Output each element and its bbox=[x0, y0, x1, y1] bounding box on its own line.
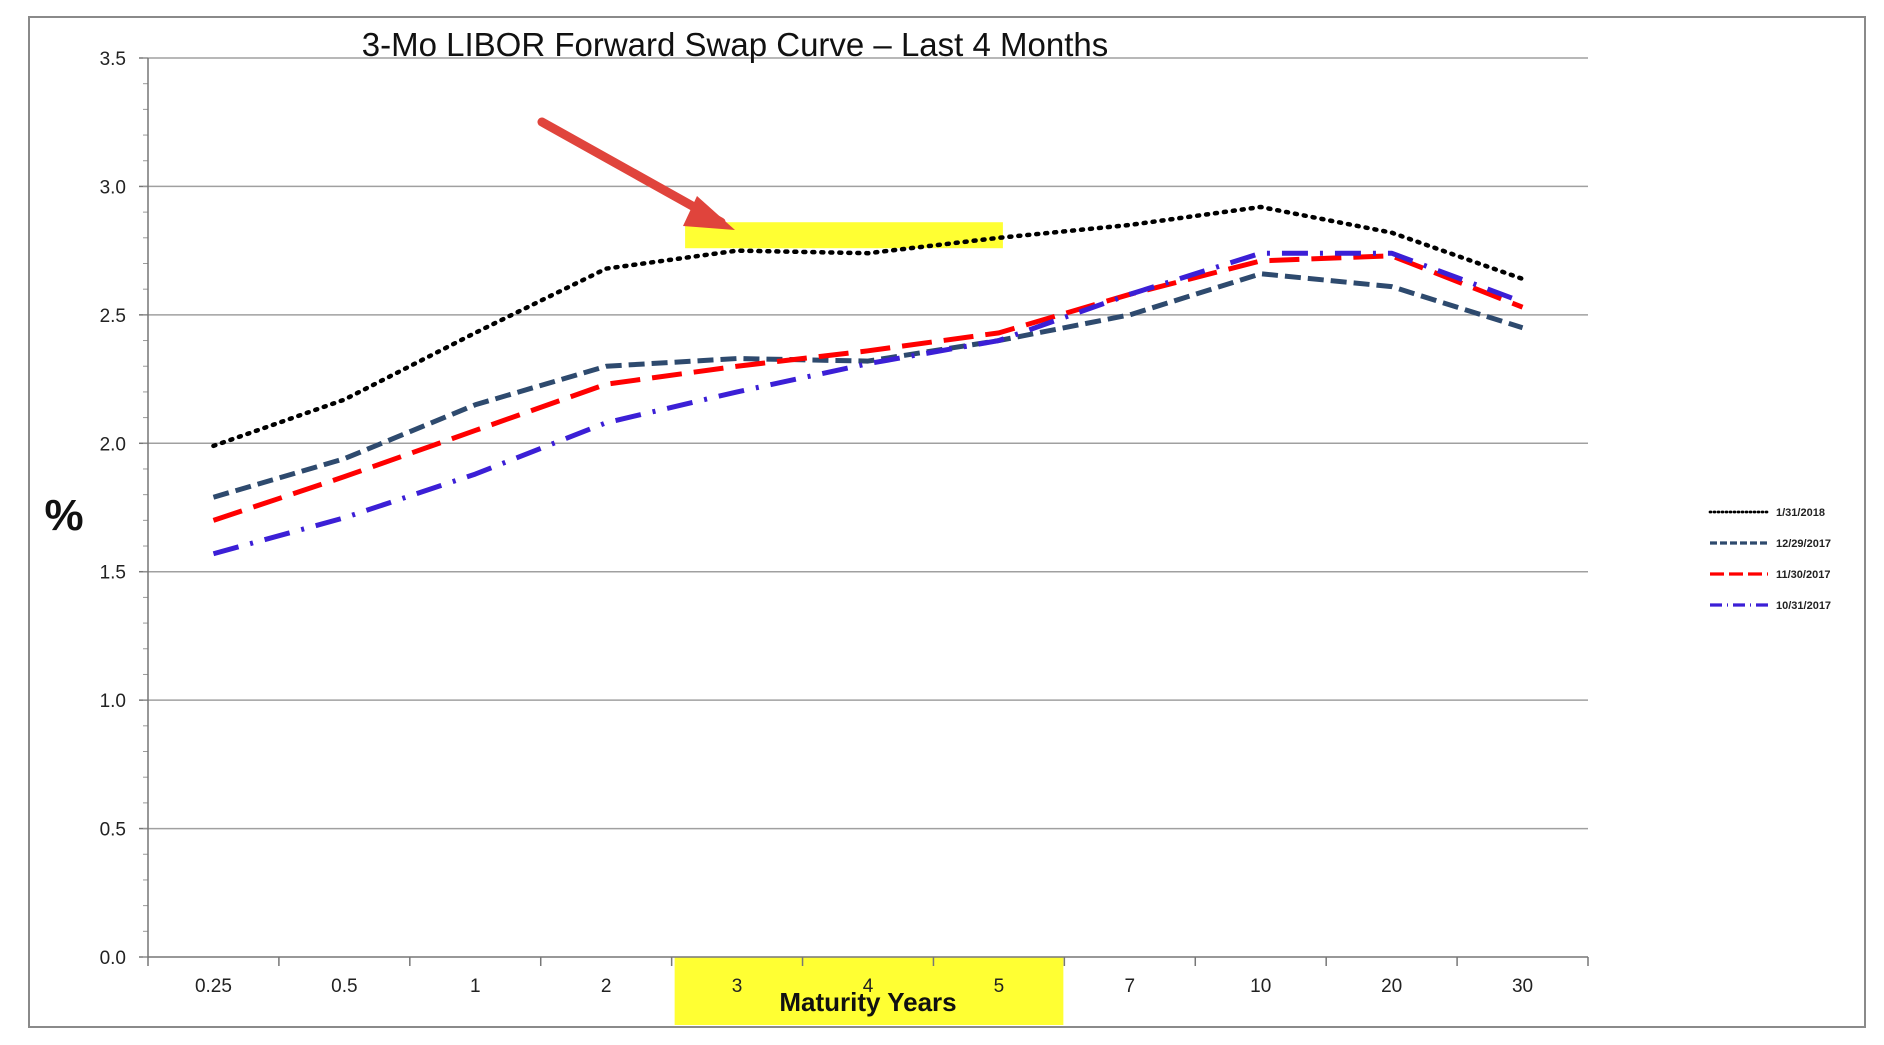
x-tick-label: 30 bbox=[1512, 976, 1533, 997]
y-tick-label: 3.5 bbox=[100, 49, 126, 70]
x-tick-label: 20 bbox=[1381, 976, 1402, 997]
grid-lines bbox=[148, 57, 1588, 830]
x-tick-label: 5 bbox=[994, 976, 1005, 997]
y-tick-label: 1.5 bbox=[100, 563, 126, 584]
annotation-arrow-head bbox=[683, 196, 735, 230]
y-tick-label: 2.5 bbox=[100, 306, 126, 327]
y-tick-label: 2.0 bbox=[100, 434, 126, 455]
x-tick-label: 10 bbox=[1250, 976, 1271, 997]
x-axis-title: Maturity Years bbox=[779, 987, 956, 1017]
x-tick-label: 3 bbox=[732, 976, 743, 997]
series-layer bbox=[211, 204, 1525, 557]
chart-title: 3-Mo LIBOR Forward Swap Curve – Last 4 M… bbox=[362, 26, 1108, 63]
series-line-11-30-2017 bbox=[212, 253, 1524, 523]
x-tick-label: 2 bbox=[601, 976, 612, 997]
legend-label: 12/29/2017 bbox=[1776, 538, 1831, 550]
x-tick-label: 4 bbox=[863, 976, 874, 997]
legend-label: 1/31/2018 bbox=[1776, 507, 1825, 519]
x-tick-label: 1 bbox=[470, 976, 481, 997]
axes: 0.0 0.5 1.0 1.5 2.0 2.5 3.0 3.5 0.25 0.5 1 2 3 4 5 7 10 2… bbox=[100, 49, 1589, 997]
y-tick-label: 0.5 bbox=[100, 820, 126, 841]
series-line-1-31-2018 bbox=[211, 204, 1525, 449]
x-axis-highlight bbox=[674, 957, 1064, 1025]
annotation-arrow-shaft bbox=[537, 117, 726, 227]
y-tick-label: 0.0 bbox=[100, 948, 126, 969]
x-tick-label: 0.25 bbox=[195, 976, 232, 997]
annotation-layer bbox=[537, 117, 735, 230]
y-tick-label: 1.0 bbox=[100, 691, 126, 712]
y-axis-title: % bbox=[44, 491, 83, 540]
chart-frame bbox=[28, 16, 1866, 1028]
y-tick-label: 3.0 bbox=[100, 177, 126, 198]
legend-label: 10/31/2017 bbox=[1776, 600, 1831, 612]
x-tick-label: 7 bbox=[1125, 976, 1136, 997]
legend: 1/31/2018 12/29/2017 11/30/2017 10/31/2017 bbox=[1708, 507, 1831, 612]
legend-label: 11/30/2017 bbox=[1776, 569, 1830, 581]
highlight-layer bbox=[674, 222, 1064, 1025]
series-line-12-29-2017 bbox=[212, 271, 1524, 500]
x-tick-label: 0.5 bbox=[331, 976, 357, 997]
series-line-10-31-2017 bbox=[212, 250, 1524, 557]
